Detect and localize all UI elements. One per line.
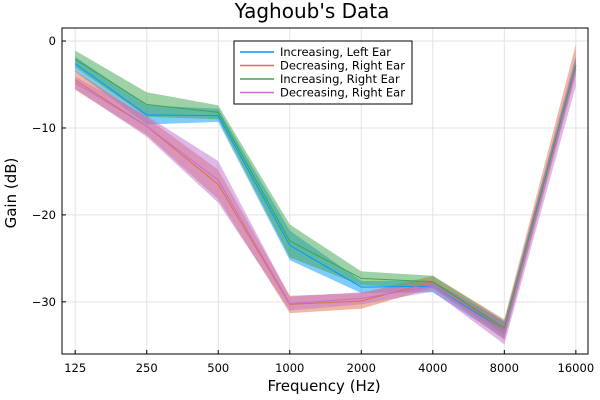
y-tick-label: −30	[32, 295, 56, 309]
series-3-line	[74, 58, 577, 329]
legend-entry-label: Increasing, Right Ear	[280, 72, 400, 86]
x-tick-label: 125	[64, 361, 86, 375]
x-tick-label: 250	[136, 361, 158, 375]
tick-layer: 125 250 500 1000 2000 4000 8000 16000 0 −10 −20 −30	[32, 34, 594, 375]
series-1-line	[74, 63, 577, 331]
legend-entry-label: Increasing, Left Ear	[280, 45, 391, 59]
x-tick-label: 500	[207, 361, 229, 375]
line-layer	[74, 58, 577, 334]
y-tick-label: −20	[32, 208, 56, 222]
series-4-line	[74, 68, 577, 334]
y-tick-label: −10	[32, 121, 56, 135]
x-tick-label: 16000	[558, 361, 595, 375]
y-axis-label: Gain (dB)	[2, 158, 20, 229]
plot-frame	[61, 27, 589, 355]
x-tick-label: 2000	[347, 361, 376, 375]
y-tick-label: 0	[49, 34, 56, 48]
x-axis-label: Frequency (Hz)	[267, 377, 380, 395]
series-2-line	[74, 65, 577, 331]
legend-entry-label: Decreasing, Right Ear	[280, 86, 405, 100]
legend-entry-label: Decreasing, Right Ear	[280, 59, 405, 73]
x-tick-label: 1000	[275, 361, 304, 375]
x-tick-label: 4000	[418, 361, 447, 375]
chart-title: Yaghoub's Data	[234, 0, 390, 23]
x-tick-label: 8000	[490, 361, 519, 375]
